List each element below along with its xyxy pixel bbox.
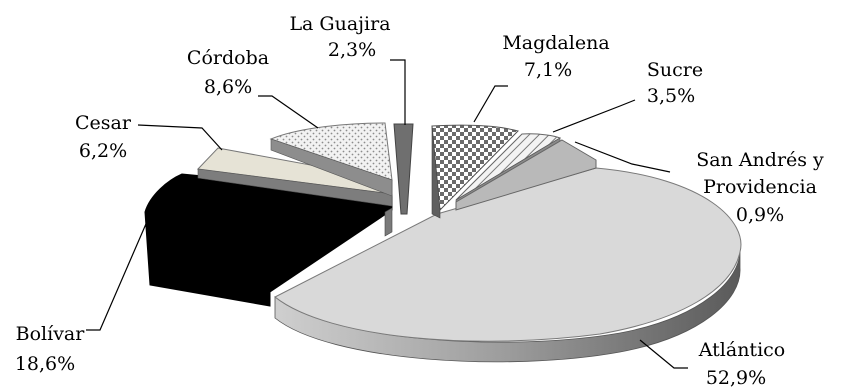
slice-sanandres [455,139,597,211]
data-labels: La Guajira 2,3% Magdalena 7,1% Sucre 3,5… [15,13,824,387]
slice-magdalena [431,124,519,212]
label-sucre-name: Sucre [647,59,703,81]
label-sanandres-pct: 0,9% [736,204,784,226]
leader-magdalena [473,85,508,123]
slice-atlantico [274,167,742,342]
label-guajira-pct: 2,3% [328,39,376,61]
label-cesar-pct: 6,2% [79,140,127,162]
label-sanandres-name2: Providencia [703,176,817,198]
label-atlantico-name: Atlántico [698,339,785,361]
label-bolivar-name: Bolívar [16,323,86,345]
label-sanandres-name1: San Andrés y [696,149,824,171]
label-cordoba-pct: 8,6% [204,76,252,98]
slice-guajira [393,123,414,215]
leader-cesar [137,124,223,151]
label-bolivar-pct: 18,6% [15,353,75,375]
pie-slices [144,122,742,363]
slice-magdalena-side [431,125,441,219]
label-sucre-pct: 3,5% [647,85,695,107]
label-magdalena-name: Magdalena [502,32,609,54]
label-guajira-name: La Guajira [289,13,390,35]
leader-bolivar [86,209,153,331]
slice-cesar-side [197,168,393,207]
label-magdalena-pct: 7,1% [524,59,572,81]
label-atlantico-pct: 52,9% [706,367,766,387]
leader-lines [86,59,688,369]
leader-cordoba [258,95,319,129]
leader-guajira [390,59,406,125]
leader-sanandres [574,141,671,173]
label-cordoba-name: Córdoba [187,47,269,69]
leader-atlantico [639,339,688,369]
slice-bolivar-edge [384,207,393,237]
slice-bolivar [144,173,393,307]
leader-sucre [552,99,636,133]
slice-cordoba [269,122,393,181]
label-cesar-name: Cesar [75,112,132,134]
slice-cordoba-side [270,138,393,197]
